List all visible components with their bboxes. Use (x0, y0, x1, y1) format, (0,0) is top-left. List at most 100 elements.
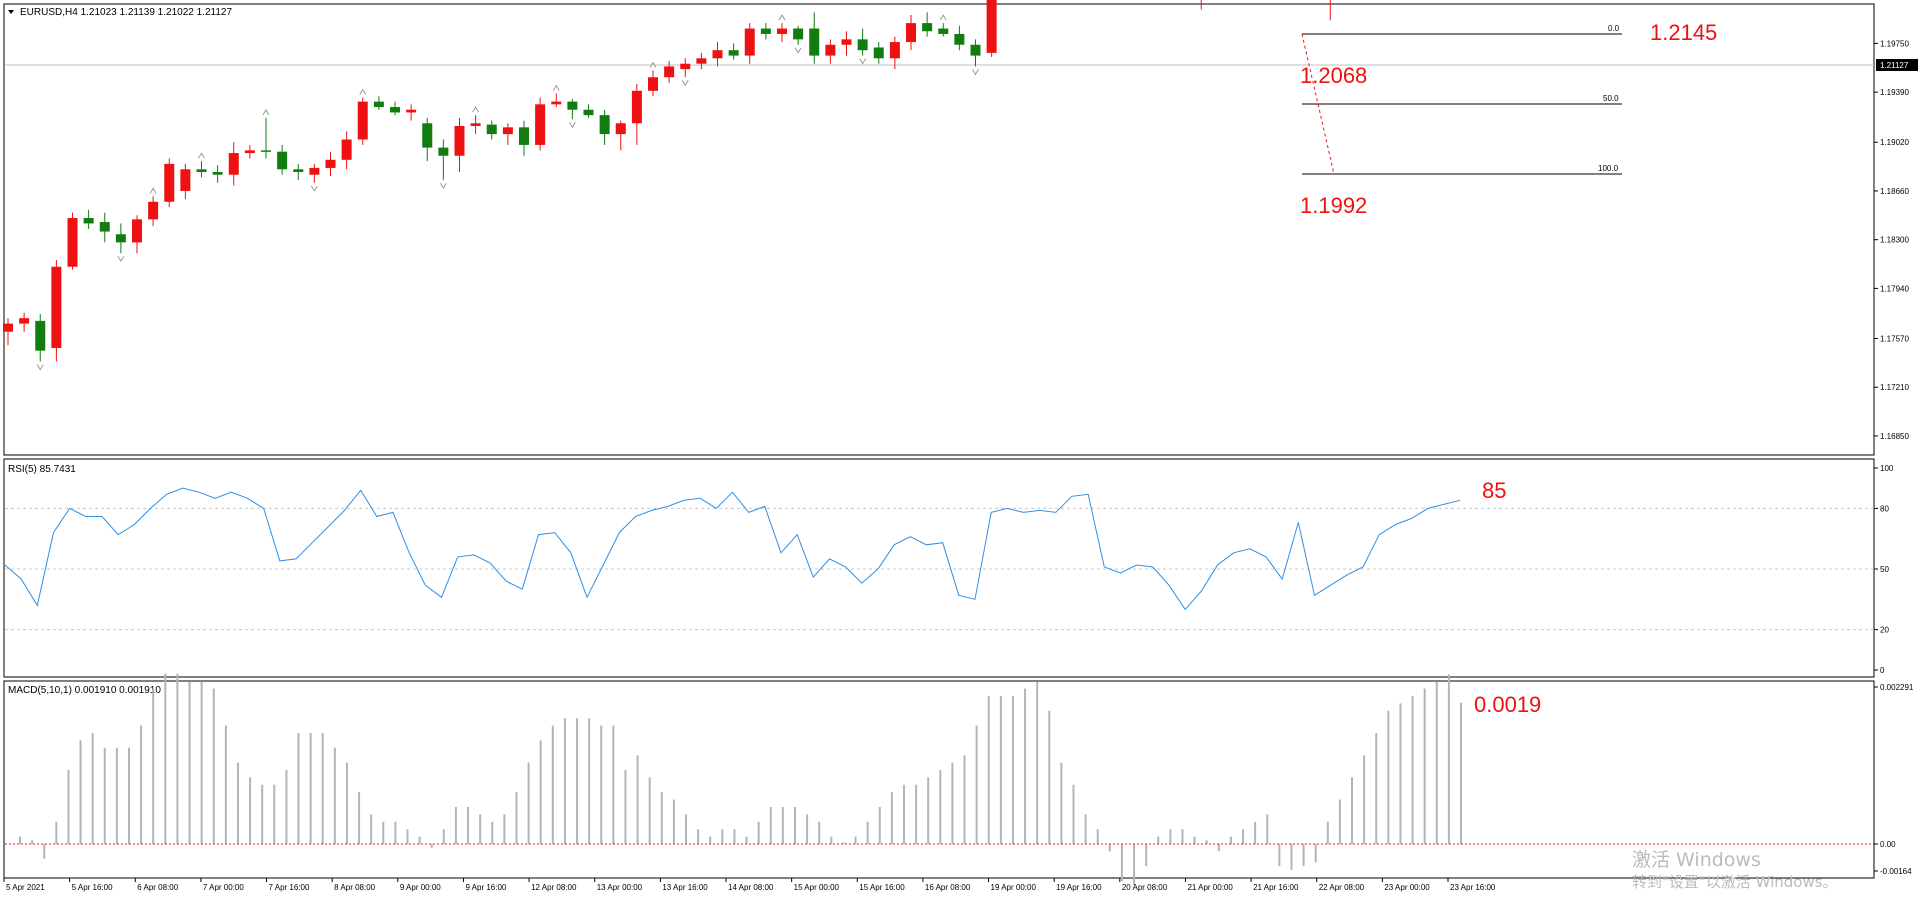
macd-panel[interactable] (3, 680, 1875, 879)
rsi-tick-label: 0 (1880, 666, 1885, 675)
candle-body (615, 123, 626, 135)
price-tick-label: 1.19750 (1880, 39, 1909, 48)
macd-ticks: 0.002291 0.00 -0.00164 (1874, 683, 1914, 876)
fib-level-0: 0.0 (1608, 24, 1620, 33)
candle-body (841, 39, 852, 45)
candle-body (712, 50, 723, 59)
arrow-up-icon (649, 61, 657, 68)
arrow-up-icon (939, 14, 947, 21)
candle-body (277, 151, 288, 170)
time-tick-label: 13 Apr 00:00 (597, 883, 643, 892)
price-tick-label: 1.17210 (1880, 383, 1909, 392)
candle-body (938, 28, 949, 34)
macd-histogram (19, 673, 1462, 885)
triangle-down-icon[interactable] (8, 10, 14, 14)
candle-body (438, 147, 449, 156)
candle-body (454, 125, 465, 156)
candle-body (970, 44, 981, 56)
candle-body (35, 320, 46, 351)
candle-body (986, 0, 997, 53)
arrow-up-icon (149, 187, 157, 194)
price-tick-label: 1.17570 (1880, 334, 1909, 343)
price-tick-label: 1.19390 (1880, 88, 1909, 97)
current-price-box (1876, 59, 1918, 71)
window-title: EURUSD,H4 1.21023 1.21139 1.21022 1.2112… (20, 7, 232, 18)
candle-body (857, 39, 868, 51)
candle-body (954, 33, 965, 45)
candle-body (51, 266, 62, 348)
candle-body (793, 28, 804, 40)
watermark-line1: 激活 Windows (1632, 849, 1761, 871)
time-tick-label: 23 Apr 00:00 (1384, 883, 1430, 892)
arrow-down-icon (568, 121, 576, 129)
arrow-up-icon (778, 14, 786, 21)
time-tick-label: 19 Apr 00:00 (991, 883, 1037, 892)
candle-body (728, 50, 739, 56)
time-tick-label: 19 Apr 16:00 (1056, 883, 1102, 892)
candle-body (631, 90, 642, 124)
candle-body (3, 323, 13, 332)
annotation-macd: 0.0019 (1474, 692, 1541, 717)
time-tick-label: 7 Apr 16:00 (269, 883, 310, 892)
price-panel[interactable] (3, 3, 1875, 456)
arrow-up-icon (472, 106, 480, 113)
time-tick-label: 16 Apr 08:00 (925, 883, 971, 892)
arrow-up-icon (359, 88, 367, 95)
candle-body (583, 109, 594, 116)
candle-body (422, 123, 433, 148)
candles (3, 0, 1331, 371)
candle-body (744, 28, 755, 56)
candle-body (535, 104, 546, 145)
price-axis: 1.212001.208401.204801.201101.197501.193… (5, 39, 1918, 441)
candle-body (99, 222, 110, 232)
time-tick-label: 8 Apr 08:00 (334, 883, 375, 892)
time-tick-label: 9 Apr 16:00 (465, 883, 506, 892)
candle-body (341, 139, 352, 160)
time-tick-label: 20 Apr 08:00 (1122, 883, 1168, 892)
candle-body (373, 101, 384, 108)
candle-body (406, 109, 417, 113)
candle-body (67, 218, 78, 267)
candle-body (777, 28, 787, 34)
time-tick-label: 23 Apr 16:00 (1450, 883, 1496, 892)
macd-tick-label: -0.00164 (1880, 867, 1912, 876)
candle-body (809, 28, 820, 56)
candle-body (261, 150, 271, 152)
candle-body (680, 63, 691, 70)
candle-body (599, 115, 610, 135)
candle-body (19, 318, 30, 324)
arrow-up-icon (552, 84, 560, 91)
candle-body (357, 101, 368, 140)
arrow-down-icon (681, 79, 689, 87)
time-tick-label: 21 Apr 00:00 (1187, 883, 1233, 892)
fib-level-100: 100.0 (1598, 164, 1619, 173)
candle-body (922, 23, 933, 32)
candle-body (648, 77, 658, 91)
rsi-line (4, 487, 1461, 611)
arrow-up-icon (262, 108, 270, 116)
price-tick-label: 1.18300 (1880, 236, 1909, 245)
candle-body (873, 47, 884, 59)
watermark-line2: 转到"设置"以激活 Windows。 (1632, 873, 1838, 891)
candle-body (132, 219, 142, 243)
time-tick-label: 13 Apr 16:00 (662, 883, 708, 892)
candle-body (760, 28, 771, 34)
candle-body (148, 201, 159, 220)
time-tick-label: 9 Apr 00:00 (400, 883, 441, 892)
time-tick-label: 15 Apr 16:00 (859, 883, 905, 892)
rsi-panel[interactable] (3, 458, 1875, 678)
arrow-down-icon (859, 58, 867, 65)
fibonacci-retracement[interactable]: 0.0 50.0 100.0 (1301, 24, 1622, 175)
candle-body (228, 153, 239, 175)
arrow-down-icon (794, 47, 802, 54)
arrow-down-icon (972, 69, 979, 76)
time-tick-label: 14 Apr 08:00 (728, 883, 774, 892)
rsi-tick-label: 20 (1880, 626, 1889, 635)
candle-body (212, 171, 223, 175)
time-tick-label: 22 Apr 08:00 (1319, 883, 1365, 892)
candle-body (325, 159, 336, 168)
candle-body (519, 127, 529, 145)
macd-tick-label: 0.002291 (1880, 683, 1914, 692)
rsi-label: RSI(5) 85.7431 (8, 464, 76, 475)
